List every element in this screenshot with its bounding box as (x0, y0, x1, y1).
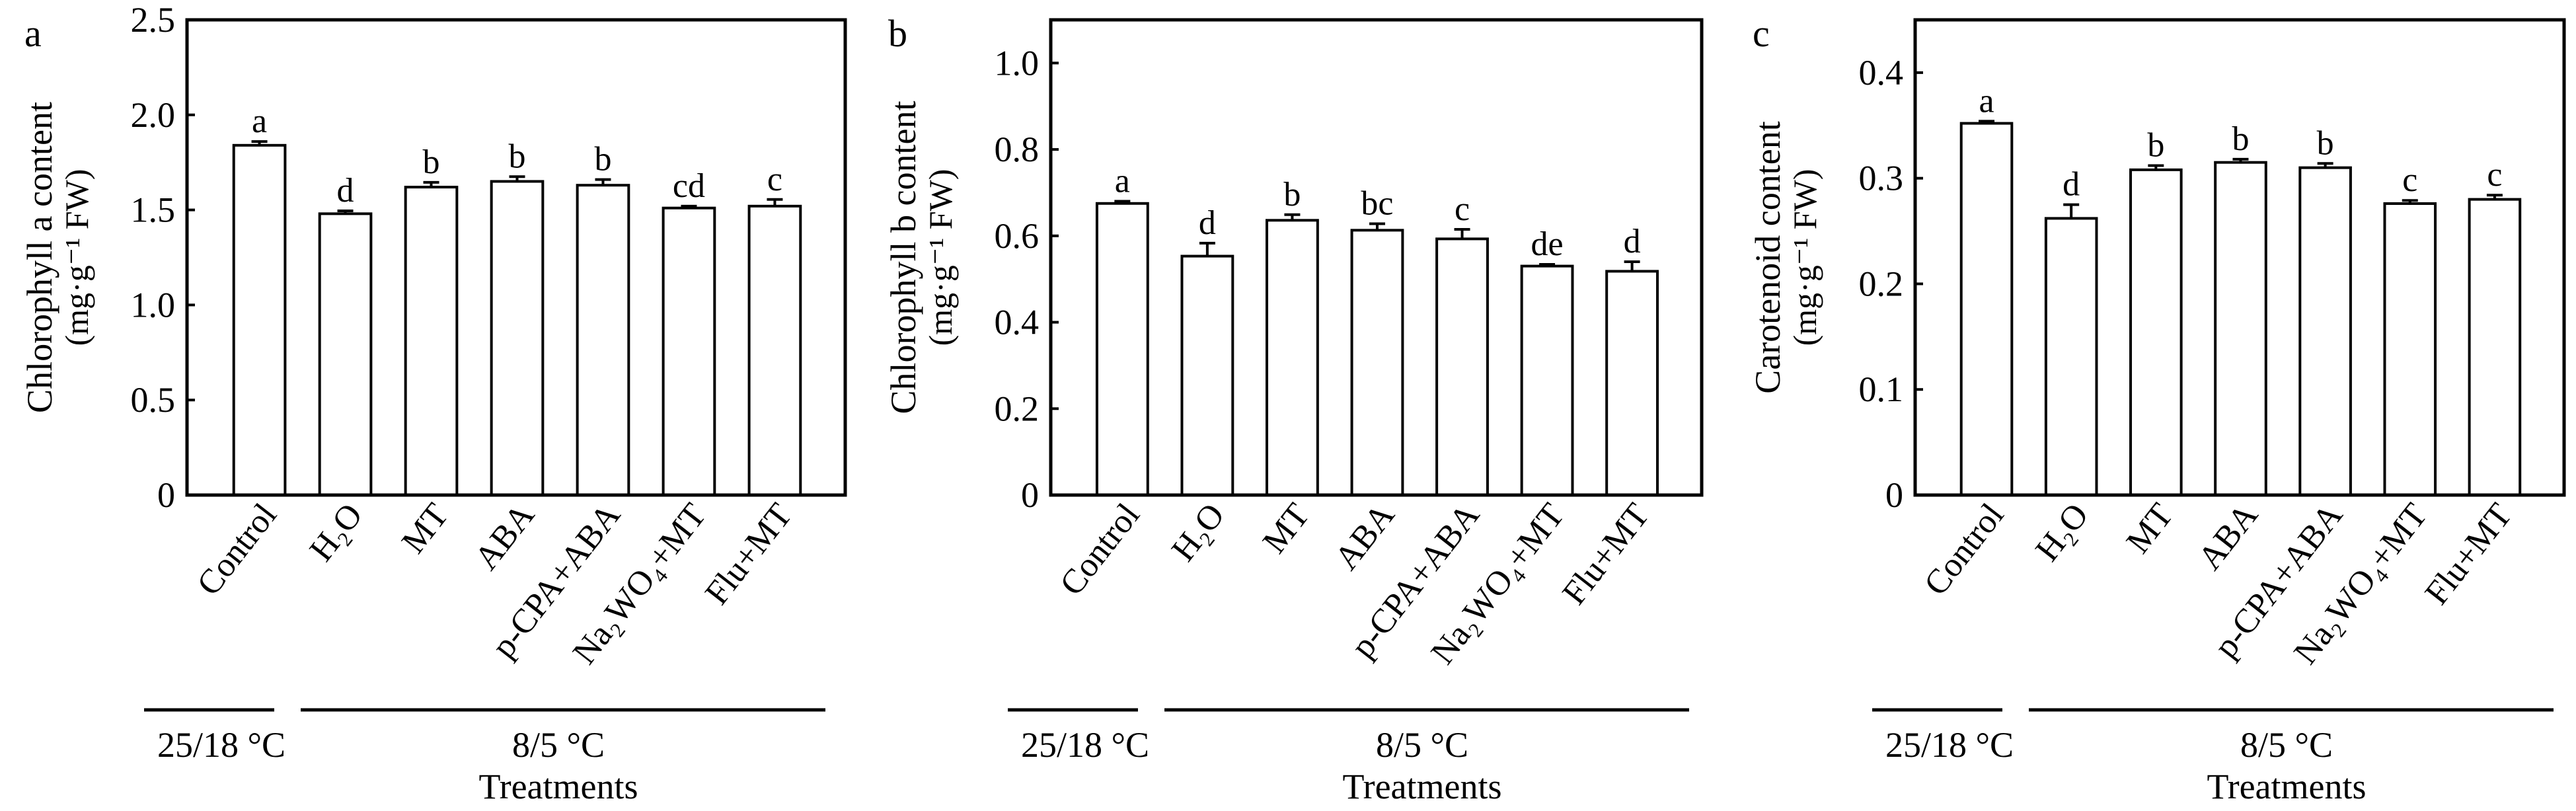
plot-frame (1049, 18, 1704, 497)
significance-letter: de (1531, 225, 1564, 263)
significance-letter: bc (1361, 185, 1393, 223)
significance-letter: cd (673, 167, 705, 205)
control-group-label: 25/18 °C (157, 725, 285, 765)
significance-letter: d (2063, 166, 2080, 204)
bar (1520, 264, 1574, 496)
cold-group-label: 8/5 °C (512, 725, 605, 765)
x-tick-label: Flu+MT (698, 496, 800, 611)
x-tick-label: MT (1256, 496, 1317, 560)
y-tick-label: 1.5 (131, 190, 176, 230)
significance-letter: c (2487, 156, 2502, 194)
y-tick-label: 0.5 (131, 380, 176, 420)
bar (404, 186, 459, 496)
x-tick-label: H₂O (1164, 496, 1232, 568)
bar (662, 206, 716, 496)
cold-group-label: 8/5 °C (2240, 725, 2333, 765)
y-tick-label: 0 (1021, 475, 1039, 515)
x-tick-label: Control (1053, 496, 1147, 602)
y-tick-label: 0 (157, 475, 175, 515)
bar (1959, 122, 2014, 497)
bar (490, 180, 545, 496)
plot-frame (1913, 18, 2566, 497)
panel-c: c Carotenoid content(mg·g⁻¹ FW) 0 0.1 0.2 0.3… (1748, 12, 2566, 806)
bar (2044, 217, 2098, 496)
y-tick-label: 0 (1885, 475, 1903, 515)
y-axis-title: Carotenoid content (1748, 121, 1788, 393)
y-tick-label: 0.4 (1859, 53, 1904, 93)
significance-letter: c (767, 161, 782, 198)
x-tick-label: Control (1917, 496, 2012, 602)
x-tick-label: Control (190, 496, 284, 602)
x-axis-title: Treatments (479, 767, 638, 806)
x-tick-label: ABA (1328, 496, 1402, 577)
y-axis-title: Chlorophyll a content (20, 102, 59, 413)
x-axis-title: Treatments (2207, 767, 2367, 806)
significance-letter: c (2402, 161, 2417, 199)
x-tick-label: Flu+MT (1555, 496, 1657, 611)
significance-letter: a (1115, 163, 1130, 200)
bar (1605, 270, 1659, 496)
x-tick-label: H₂O (303, 496, 370, 568)
panel-label: c (1753, 12, 1770, 55)
y-tick-label: 0.2 (995, 389, 1040, 428)
y-axis-unit: (mg·g⁻¹ FW) (58, 169, 95, 346)
x-tick-label: ABA (2191, 496, 2265, 577)
significance-letter: b (2317, 124, 2334, 162)
bar (1435, 237, 1489, 496)
significance-letter: d (1199, 204, 1216, 242)
panel-label: a (24, 12, 42, 55)
significance-letter: a (252, 102, 267, 140)
bar (1266, 219, 1319, 496)
bar (1095, 202, 1149, 496)
significance-letter: d (337, 172, 354, 210)
significance-letter: b (2232, 120, 2249, 158)
y-tick-label: 1.0 (131, 285, 176, 325)
y-tick-label: 0.4 (995, 303, 1040, 342)
significance-letter: d (1624, 223, 1641, 260)
panel-b: b Chlorophyll b content(mg·g⁻¹ FW) 0 0.2 0.4… (884, 12, 1704, 806)
significance-letter: b (2147, 126, 2164, 164)
y-tick-label: 0.2 (1859, 264, 1904, 303)
bar (2298, 166, 2352, 496)
significance-letter: b (423, 143, 440, 181)
bar (2383, 202, 2437, 496)
y-tick-label: 0.6 (995, 216, 1040, 256)
bar (318, 212, 373, 496)
cold-group-label: 8/5 °C (1376, 725, 1468, 765)
panel-a: a Chlorophyll a content(mg·g⁻¹ FW) 0 0.5 1.0… (20, 0, 847, 806)
y-tick-label: 2.5 (131, 0, 176, 40)
plot-frame (185, 18, 847, 497)
bar (1350, 229, 1404, 496)
y-tick-label: 0.1 (1859, 369, 1904, 409)
y-tick-label: 0.3 (1859, 159, 1904, 198)
bar (2214, 161, 2267, 496)
y-tick-label: 0.8 (995, 130, 1040, 169)
x-tick-label: MT (2119, 496, 2181, 560)
x-tick-label: H₂O (2028, 496, 2096, 568)
y-tick-label: 2.0 (131, 95, 176, 135)
panel-label: b (888, 12, 907, 55)
y-tick-label: 1.0 (995, 43, 1040, 83)
x-tick-label: ABA (467, 496, 542, 577)
y-axis-unit: (mg·g⁻¹ FW) (1786, 169, 1823, 346)
bar (2468, 198, 2522, 496)
significance-letter: b (508, 137, 525, 175)
y-axis-title: Chlorophyll b content (884, 101, 923, 414)
significance-letter: c (1455, 190, 1470, 228)
control-group-label: 25/18 °C (1885, 725, 2014, 765)
significance-letter: b (594, 141, 611, 178)
x-tick-label: Flu+MT (2418, 496, 2520, 611)
bar (232, 143, 287, 497)
significance-letter: b (1283, 176, 1301, 213)
significance-letter: a (1979, 82, 1994, 120)
y-axis-unit: (mg·g⁻¹ FW) (922, 169, 959, 346)
x-axis-title: Treatments (1343, 767, 1502, 806)
control-group-label: 25/18 °C (1021, 725, 1149, 765)
bar (747, 204, 802, 496)
bar (2129, 168, 2183, 496)
bar (1180, 254, 1234, 496)
bar (576, 184, 630, 496)
x-tick-label: MT (395, 496, 456, 560)
